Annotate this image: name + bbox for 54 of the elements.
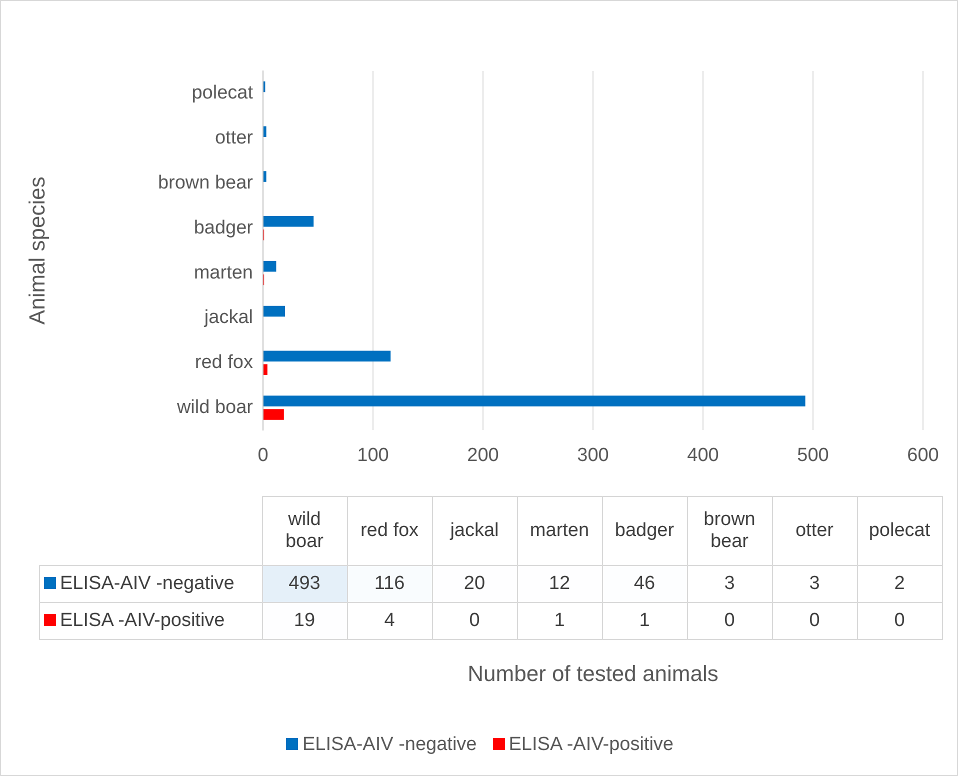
x-tick-label: red fox	[347, 496, 432, 566]
x-tick-label: 300	[577, 444, 609, 466]
text: Number of tested animals	[466, 661, 720, 687]
y-tick-label: otter	[214, 128, 254, 149]
x-tick-label: wild boar	[262, 496, 347, 566]
x-tick-label: 400	[687, 444, 719, 466]
data-label: 12	[517, 566, 602, 602]
bar	[264, 260, 276, 272]
y-tick-label: ELISA -AIV-positive	[40, 602, 262, 640]
data-label: 0	[857, 602, 942, 640]
x-tick-label: otter	[772, 496, 857, 566]
data-label: 3	[772, 566, 857, 602]
data-label: 0	[772, 602, 857, 640]
x-tick-label: 100	[357, 444, 389, 466]
x-tick-label: jackal	[432, 496, 517, 566]
y-tick-label: jackal	[203, 307, 253, 328]
x-tick-label: 500	[797, 444, 829, 466]
x-tick-label: 200	[467, 444, 499, 466]
data-label: 493	[262, 566, 347, 602]
data-label: 20	[432, 566, 517, 602]
bar	[264, 350, 391, 362]
y-tick-label: brown bear	[158, 172, 254, 194]
data-label: 3	[687, 566, 772, 602]
x-tick-label: marten	[517, 496, 602, 566]
x-tick-label: badger	[602, 496, 687, 566]
y-tick-label: marten	[194, 262, 253, 284]
x-tick-label: brown bear	[687, 496, 772, 566]
data-label: 19	[262, 602, 347, 640]
data-label: 0	[687, 602, 772, 640]
data-label: 46	[602, 566, 687, 602]
bar	[264, 126, 266, 138]
bar	[264, 396, 806, 406]
y-tick-label: wild boar	[176, 396, 254, 418]
bar	[264, 306, 285, 317]
x-tick-label: polecat	[857, 496, 942, 566]
data-label: 1	[602, 602, 687, 640]
y-tick-label: badger	[194, 217, 254, 238]
bar	[264, 216, 314, 227]
x-tick-label: 600	[907, 444, 939, 466]
y-tick-label: polecat	[192, 82, 254, 104]
data-label: 1	[517, 602, 602, 640]
y-tick-label: ELISA-AIV -negative	[40, 566, 262, 602]
bar	[264, 364, 268, 375]
y-axis-title: Animal species	[24, 176, 50, 325]
legend-label: ELISA-AIV -negative	[301, 734, 477, 755]
data-label: 4	[347, 602, 432, 640]
legend-label: ELISA -AIV-positive	[508, 734, 674, 755]
x-tick-label: 0	[258, 444, 268, 466]
y-tick-label: red fox	[194, 352, 254, 374]
data-label: 2	[857, 566, 942, 602]
data-label: 116	[347, 566, 432, 602]
bar	[264, 409, 284, 420]
bar	[264, 171, 266, 182]
data-label: 0	[432, 602, 517, 640]
